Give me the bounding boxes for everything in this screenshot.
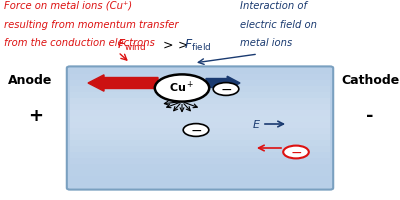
Text: Interaction of: Interaction of xyxy=(240,1,307,11)
Bar xyxy=(70,92,330,98)
Bar xyxy=(70,86,330,92)
Bar xyxy=(70,116,330,122)
Text: resulting from momentum transfer: resulting from momentum transfer xyxy=(4,20,178,30)
Bar xyxy=(70,176,330,182)
Text: $F_{\mathregular{wind}}$: $F_{\mathregular{wind}}$ xyxy=(118,37,146,53)
Bar xyxy=(70,74,330,80)
Bar xyxy=(70,104,330,110)
Text: Cu$^+$: Cu$^+$ xyxy=(169,79,195,95)
Text: $F_{\mathregular{field}}$: $F_{\mathregular{field}}$ xyxy=(184,37,212,53)
Bar xyxy=(70,182,330,188)
Bar xyxy=(70,152,330,158)
Text: $-$: $-$ xyxy=(190,123,202,137)
Text: electric field on: electric field on xyxy=(240,20,317,30)
Bar xyxy=(70,122,330,128)
Text: $-$: $-$ xyxy=(290,145,302,159)
Bar xyxy=(70,128,330,134)
Text: +: + xyxy=(28,107,44,125)
FancyArrow shape xyxy=(88,75,158,91)
Bar xyxy=(70,98,330,104)
Circle shape xyxy=(213,83,239,95)
Text: $-$: $-$ xyxy=(220,82,232,96)
Text: $E$: $E$ xyxy=(252,118,261,130)
Text: Cathode: Cathode xyxy=(341,73,399,86)
Circle shape xyxy=(155,74,209,102)
Bar xyxy=(70,80,330,86)
Bar xyxy=(70,68,330,74)
Text: Force on metal ions (Cu⁺): Force on metal ions (Cu⁺) xyxy=(4,1,132,11)
Text: -: - xyxy=(366,107,374,125)
Text: metal ions: metal ions xyxy=(240,38,292,48)
Bar xyxy=(70,164,330,170)
FancyArrow shape xyxy=(206,76,240,90)
Circle shape xyxy=(283,146,309,158)
Bar xyxy=(70,146,330,152)
Bar xyxy=(70,158,330,164)
Bar xyxy=(70,140,330,146)
Bar xyxy=(70,134,330,140)
Text: from the conduction electrons: from the conduction electrons xyxy=(4,38,155,48)
Text: $>>$: $>>$ xyxy=(160,38,188,51)
Text: Anode: Anode xyxy=(8,73,52,86)
Circle shape xyxy=(183,124,209,136)
FancyBboxPatch shape xyxy=(67,66,333,190)
Bar xyxy=(70,110,330,116)
Bar xyxy=(70,170,330,176)
